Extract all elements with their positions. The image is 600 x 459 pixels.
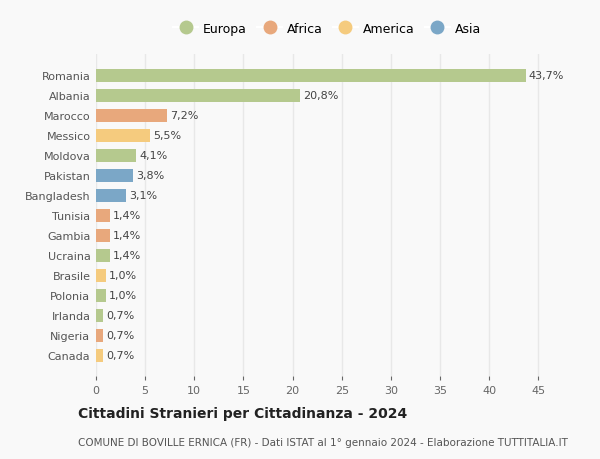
Text: 3,1%: 3,1% [130, 191, 158, 201]
Bar [96, 209, 110, 222]
Text: 43,7%: 43,7% [529, 71, 564, 81]
Text: 3,8%: 3,8% [136, 171, 164, 181]
Text: 4,1%: 4,1% [139, 151, 167, 161]
Text: 20,8%: 20,8% [304, 91, 339, 101]
Bar [96, 90, 301, 102]
Text: 1,4%: 1,4% [113, 211, 141, 221]
Text: 0,7%: 0,7% [106, 330, 134, 340]
Text: 1,0%: 1,0% [109, 291, 137, 301]
Bar [96, 289, 106, 302]
Legend: Europa, Africa, America, Asia: Europa, Africa, America, Asia [173, 23, 481, 36]
Bar [96, 129, 150, 142]
Bar [96, 269, 106, 282]
Bar [96, 150, 136, 162]
Text: 1,4%: 1,4% [113, 251, 141, 261]
Bar [96, 169, 133, 182]
Text: 1,0%: 1,0% [109, 270, 137, 280]
Bar [96, 70, 526, 83]
Text: COMUNE DI BOVILLE ERNICA (FR) - Dati ISTAT al 1° gennaio 2024 - Elaborazione TUT: COMUNE DI BOVILLE ERNICA (FR) - Dati IST… [78, 437, 568, 448]
Bar [96, 229, 110, 242]
Bar [96, 249, 110, 262]
Bar [96, 329, 103, 342]
Text: 0,7%: 0,7% [106, 350, 134, 360]
Text: Cittadini Stranieri per Cittadinanza - 2024: Cittadini Stranieri per Cittadinanza - 2… [78, 406, 407, 420]
Text: 7,2%: 7,2% [170, 111, 198, 121]
Bar [96, 110, 167, 123]
Bar [96, 189, 127, 202]
Text: 0,7%: 0,7% [106, 310, 134, 320]
Bar [96, 309, 103, 322]
Text: 5,5%: 5,5% [153, 131, 181, 141]
Bar [96, 349, 103, 362]
Text: 1,4%: 1,4% [113, 231, 141, 241]
